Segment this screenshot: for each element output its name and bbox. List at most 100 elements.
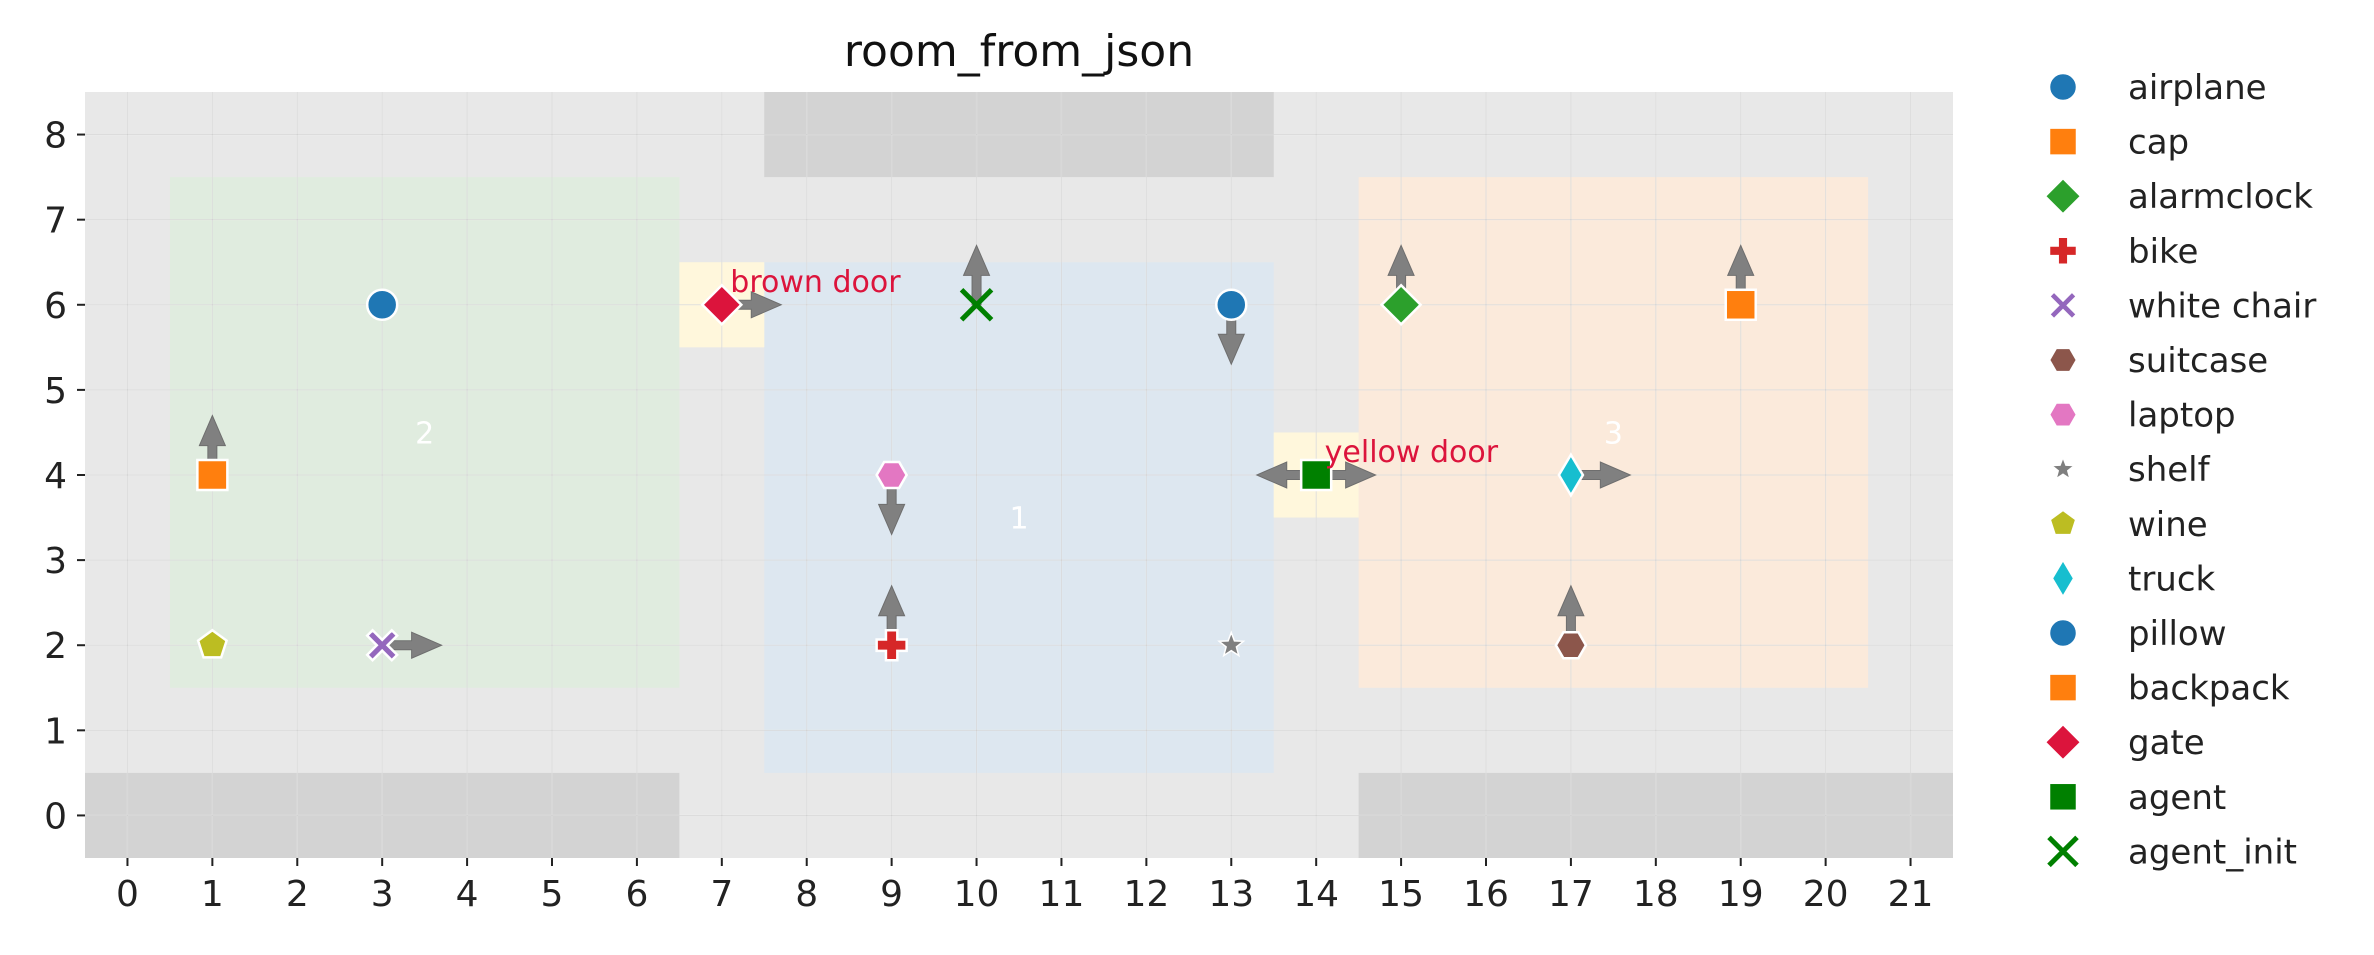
- agent-marker: [1299, 458, 1333, 492]
- pillow-legend-marker: [2047, 617, 2079, 649]
- white-chair-legend-marker: [2047, 289, 2079, 322]
- legend-label: gate: [2128, 723, 2205, 763]
- legend-item: agent: [2047, 778, 2226, 818]
- legend-label: suitcase: [2128, 341, 2268, 381]
- room-1: [764, 262, 1274, 773]
- alarmclock-legend-marker: [2043, 176, 2083, 217]
- room-2: [169, 177, 680, 688]
- x-tick-label: 2: [286, 874, 309, 915]
- axis-ticks: 0 1 2 3 4 5 6 7 8 9 10 11 12 13 14 15 16 17 18 19 20 21012345…: [44, 116, 1933, 915]
- y-tick-label: 7: [44, 201, 67, 242]
- y-tick-label: 5: [44, 371, 67, 412]
- legend-item: cap: [2047, 123, 2189, 163]
- legend-item: laptop: [2047, 396, 2236, 436]
- cap-marker: [196, 458, 229, 492]
- y-tick-label: 8: [44, 116, 67, 157]
- gate-marker: [700, 283, 744, 327]
- x-tick-label: 12: [1123, 874, 1169, 915]
- suitcase-marker: [1554, 630, 1588, 660]
- legend-item: bike: [2047, 232, 2198, 272]
- x-tick-label: 20: [1803, 874, 1849, 915]
- shelf-marker: [1217, 630, 1246, 658]
- legend-label: white chair: [2128, 286, 2316, 326]
- wine-marker: [196, 628, 229, 659]
- room-3: [1358, 177, 1869, 688]
- y-tick-label: 1: [44, 711, 67, 752]
- pillow-marker: [1215, 288, 1248, 322]
- y-tick-label: 6: [44, 286, 67, 327]
- backpack-marker: [1724, 288, 1757, 322]
- bike-marker: [875, 628, 908, 662]
- legend-label: pillow: [2128, 614, 2227, 654]
- y-tick-label: 0: [44, 796, 67, 837]
- x-tick-label: 11: [1039, 874, 1085, 915]
- room-label: 3: [1604, 416, 1623, 451]
- legend-label: bike: [2128, 232, 2198, 272]
- x-tick-label: 3: [371, 874, 394, 915]
- x-tick-label: 6: [625, 874, 648, 915]
- room-label: 2: [415, 416, 434, 451]
- x-tick-label: 13: [1208, 874, 1254, 915]
- plot-area: 1 2 3 brown door yellow door: [85, 92, 1953, 858]
- legend-item: shelf: [2049, 450, 2211, 490]
- alarmclock-marker: [1379, 283, 1423, 327]
- legend-label: agent_init: [2128, 832, 2297, 872]
- legend-item: agent_init: [2047, 832, 2297, 872]
- wine-legend-marker: [2048, 508, 2078, 537]
- x-tick-label: 1: [201, 874, 224, 915]
- x-tick-label: 7: [710, 874, 733, 915]
- backpack-legend-marker: [2047, 672, 2079, 703]
- x-tick-label: 16: [1463, 874, 1509, 915]
- agent-init-legend-marker: [2047, 835, 2079, 868]
- x-tick-label: 15: [1378, 874, 1424, 915]
- x-tick-label: 0: [116, 874, 139, 915]
- legend-item: wine: [2048, 505, 2208, 545]
- legend-label: cap: [2128, 123, 2189, 163]
- legend: airplane cap alarmclock bike white chair suit…: [2043, 68, 2316, 872]
- legend-label: shelf: [2128, 450, 2211, 490]
- cap-legend-marker: [2047, 126, 2079, 157]
- laptop-legend-marker: [2047, 401, 2079, 428]
- laptop-marker: [875, 460, 909, 490]
- agent-init-marker: [959, 288, 994, 322]
- x-tick-label: 14: [1293, 874, 1339, 915]
- legend-item: suitcase: [2047, 341, 2268, 381]
- agent-legend-marker: [2047, 781, 2079, 813]
- legend-item: pillow: [2047, 614, 2227, 654]
- x-tick-label: 8: [795, 874, 818, 915]
- truck-marker: [1557, 452, 1585, 498]
- legend-item: truck: [2050, 557, 2216, 600]
- door-label: yellow door: [1325, 435, 1499, 470]
- room-label: 1: [1009, 502, 1028, 537]
- x-tick-label: 17: [1548, 874, 1594, 915]
- door-label: brown door: [730, 265, 901, 300]
- airplane-marker: [365, 288, 399, 322]
- chart-title: room_from_json: [844, 26, 1194, 77]
- white-chair-marker: [365, 628, 399, 662]
- legend-label: wine: [2128, 505, 2208, 545]
- bike-legend-marker: [2047, 235, 2079, 267]
- shelf-legend-marker: [2049, 455, 2077, 481]
- truck-legend-marker: [2050, 557, 2076, 600]
- legend-label: truck: [2128, 559, 2216, 599]
- x-tick-label: 19: [1718, 874, 1764, 915]
- y-tick-label: 4: [44, 456, 67, 497]
- legend-item: backpack: [2047, 669, 2290, 709]
- x-tick-label: 18: [1633, 874, 1679, 915]
- legend-item: white chair: [2047, 286, 2316, 326]
- legend-label: alarmclock: [2128, 177, 2313, 217]
- legend-item: airplane: [2047, 68, 2267, 108]
- x-tick-label: 4: [456, 874, 479, 915]
- y-tick-label: 3: [44, 541, 67, 582]
- x-tick-label: 5: [541, 874, 564, 915]
- legend-label: agent: [2128, 778, 2226, 818]
- legend-label: laptop: [2128, 396, 2236, 436]
- legend-label: backpack: [2128, 669, 2290, 709]
- x-tick-label: 9: [880, 874, 903, 915]
- airplane-legend-marker: [2047, 71, 2079, 103]
- legend-item: alarmclock: [2043, 176, 2313, 217]
- x-tick-label: 10: [954, 874, 1000, 915]
- legend-item: gate: [2043, 722, 2205, 763]
- suitcase-legend-marker: [2047, 346, 2079, 374]
